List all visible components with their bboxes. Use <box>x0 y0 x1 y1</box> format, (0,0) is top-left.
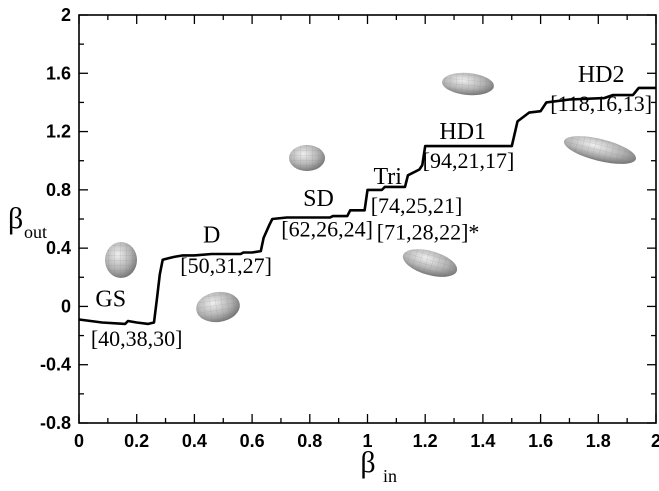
annotation-label: [74,25,21] <box>371 193 463 218</box>
series-line <box>78 86 656 326</box>
axes: 0 0.2 0.4 0.6 0.8 1 1.2 1.4 1.6 1.8 2 -0.8 -0.4 0 0.4 0… <box>40 5 659 451</box>
annotation-label: D <box>203 222 220 248</box>
annotation-label: HD2 <box>578 62 625 88</box>
ellipsoid-tri <box>402 249 458 277</box>
x-tick-label: 1.4 <box>470 431 495 451</box>
y-tick-label: 1.2 <box>46 122 71 142</box>
y-tick-label: -0.4 <box>40 355 71 375</box>
ellipsoid-hd1 <box>442 72 494 96</box>
y-tick-label: 1.6 <box>46 63 71 83</box>
y-tick-label: 0.4 <box>46 238 71 258</box>
annotation-label: GS <box>95 286 126 312</box>
x-tick-label: 0 <box>74 431 84 451</box>
series-layer <box>78 86 656 326</box>
annotation-label: Tri <box>373 164 402 190</box>
x-tick-label: 1.8 <box>586 431 611 451</box>
y-axis-title-sub: out <box>24 222 47 242</box>
y-tick-label: 2 <box>61 5 71 25</box>
ellipsoid-hd2 <box>564 136 636 164</box>
annotations: GS [40,38,30] D [50,31,27] SD [62,26,24] Tri [7… <box>91 62 652 351</box>
y-axis-title-main: β <box>8 202 23 235</box>
x-tick-label: 0.2 <box>124 431 149 451</box>
ellipsoid-d <box>196 291 240 323</box>
annotation-label: HD1 <box>439 119 486 145</box>
x-tick-label: 0.4 <box>182 431 207 451</box>
annotation-label: SD <box>303 186 334 212</box>
x-tick-label: 1.6 <box>528 431 553 451</box>
y-tick-label: 0.8 <box>46 180 71 200</box>
ellipsoid-gs <box>105 242 137 278</box>
x-tick-label: 1.2 <box>413 431 438 451</box>
annotation-label: [50,31,27] <box>180 253 272 278</box>
annotation-label: [71,28,22]* <box>377 219 480 244</box>
x-axis-title: β in <box>360 446 397 486</box>
y-axis-title: β out <box>8 202 47 242</box>
x-tick-label: 1 <box>362 431 372 451</box>
annotation-label: [62,26,24] <box>281 216 373 241</box>
ellipsoid-sd <box>289 145 325 171</box>
y-tick-label: -0.8 <box>40 413 71 433</box>
annotation-label: [118,16,13] <box>550 91 652 116</box>
x-axis-title-sub: in <box>383 466 397 486</box>
annotation-label: [94,21,17] <box>423 148 515 173</box>
x-axis-title-main: β <box>360 446 375 479</box>
annotation-label: [40,38,30] <box>91 326 183 351</box>
x-tick-label: 0.8 <box>297 431 322 451</box>
y-tick-label: 0 <box>61 296 71 316</box>
x-tick-label: 0.6 <box>240 431 265 451</box>
x-tick-label: 2 <box>651 431 659 451</box>
